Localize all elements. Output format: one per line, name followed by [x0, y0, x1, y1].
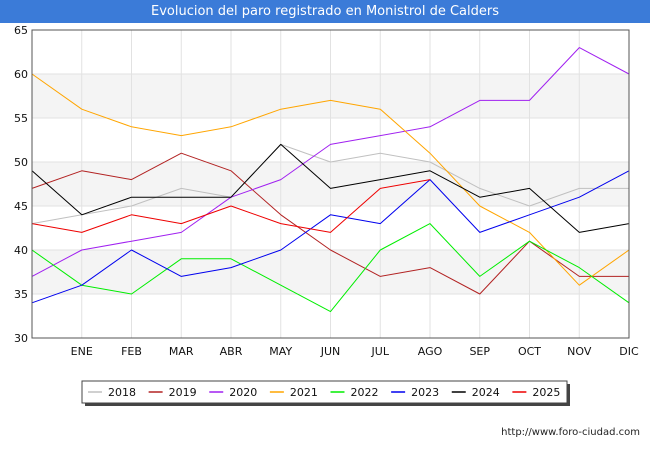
legend: 2018 2019 2020 2021 2022 2023 2024 2025 [81, 380, 570, 406]
x-axis: ENE FEB MAR ABR MAY JUN JUL AGO SEP OCT NOV DIC [71, 345, 639, 358]
y-tick-label: 55 [14, 112, 28, 125]
y-tick-label: 60 [14, 68, 28, 81]
legend-label-2023: 2023 [411, 386, 439, 399]
y-tick-label: 35 [14, 288, 28, 301]
gridlines [31, 29, 630, 339]
x-tick-label: DIC [619, 345, 639, 358]
x-tick-label: ABR [220, 345, 243, 358]
legend-label-2020: 2020 [229, 386, 257, 399]
y-tick-label: 65 [14, 24, 28, 37]
x-tick-label: AGO [418, 345, 443, 358]
y-axis: 30 35 40 45 50 55 60 65 [14, 24, 28, 345]
series-line-2020 [31, 47, 630, 277]
legend-label-2019: 2019 [169, 386, 197, 399]
series-lines [31, 47, 630, 313]
source-url[interactable]: http://www.foro-ciudad.com [501, 427, 640, 438]
series-line-2025 [31, 179, 431, 233]
legend-label-2025: 2025 [532, 386, 560, 399]
y-tick-label: 50 [14, 156, 28, 169]
y-tick-label: 40 [14, 244, 28, 257]
x-tick-label: MAR [169, 345, 194, 358]
legend-label-2021: 2021 [290, 386, 318, 399]
x-tick-label: FEB [121, 345, 142, 358]
x-tick-label: JUN [320, 345, 341, 358]
chart-title: Evolucion del paro registrado en Monistr… [0, 0, 650, 23]
plot-border [31, 29, 630, 339]
legend-label-2024: 2024 [472, 386, 500, 399]
legend-box [81, 380, 568, 404]
series-line-2023 [31, 170, 630, 304]
y-tick-label: 45 [14, 200, 28, 213]
legend-label-2022: 2022 [351, 386, 379, 399]
y-tick-label: 30 [14, 332, 28, 345]
series-line-2022 [31, 223, 630, 313]
legend-label-2018: 2018 [108, 386, 136, 399]
x-tick-label: MAY [269, 345, 292, 358]
x-tick-label: ENE [71, 345, 93, 358]
series-line-2024 [31, 143, 630, 233]
x-tick-label: NOV [567, 345, 592, 358]
series-line-2021 [31, 73, 630, 286]
series-line-2018 [31, 143, 629, 225]
x-tick-label: JUL [371, 345, 390, 358]
x-tick-label: OCT [518, 345, 541, 358]
x-tick-label: SEP [469, 345, 490, 358]
